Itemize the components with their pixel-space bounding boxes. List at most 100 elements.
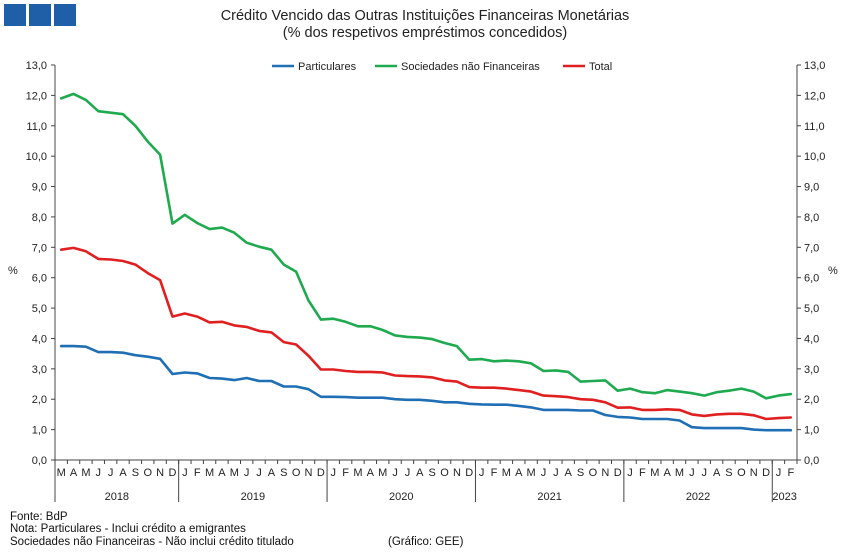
x-tick-label: F bbox=[194, 467, 201, 479]
x-tick-label: S bbox=[725, 467, 732, 479]
x-tick-label: F bbox=[342, 467, 349, 479]
x-tick-label: D bbox=[169, 467, 177, 479]
x-tick-label: A bbox=[268, 467, 276, 479]
year-label: 2022 bbox=[686, 491, 710, 503]
y-tick-label-left: 8,0 bbox=[32, 212, 47, 224]
series-line-sociedades-n-o-financeiras bbox=[59, 92, 793, 400]
legend-label: Particulares bbox=[298, 61, 357, 73]
x-tick-label: J bbox=[776, 467, 782, 479]
legend-label: Sociedades não Financeiras bbox=[401, 61, 540, 73]
x-tick-label: N bbox=[156, 467, 164, 479]
chart-title-block: Crédito Vencido das Outras Instituições … bbox=[0, 8, 850, 42]
y-tick-label-right: 4,0 bbox=[804, 333, 819, 345]
source-note: Fonte: BdP bbox=[10, 511, 68, 523]
x-tick-label: S bbox=[132, 467, 139, 479]
year-label: 2019 bbox=[241, 491, 265, 503]
x-tick-label: N bbox=[601, 467, 609, 479]
x-tick-label: J bbox=[244, 467, 250, 479]
year-label: 2020 bbox=[389, 491, 413, 503]
x-tick-label: S bbox=[280, 467, 287, 479]
y-tick-label-right: 10,0 bbox=[804, 151, 825, 163]
y-axis-label-right: % bbox=[828, 265, 838, 277]
logo-square-icon bbox=[54, 4, 76, 26]
y-tick-label-right: 0,0 bbox=[804, 455, 819, 467]
y-tick-label-left: 4,0 bbox=[32, 333, 47, 345]
y-tick-label-left: 3,0 bbox=[32, 364, 47, 376]
x-tick-label: A bbox=[70, 467, 78, 479]
y-tick-label-right: 1,0 bbox=[804, 425, 819, 437]
year-label: 2021 bbox=[537, 491, 561, 503]
y-tick-label-left: 12,0 bbox=[26, 90, 47, 102]
x-tick-label: M bbox=[205, 467, 214, 479]
x-tick-label: M bbox=[57, 467, 66, 479]
x-tick-label: N bbox=[750, 467, 758, 479]
x-tick-label: J bbox=[405, 467, 411, 479]
x-tick-label: O bbox=[589, 467, 598, 479]
y-tick-label-left: 1,0 bbox=[32, 425, 47, 437]
chart-subtitle: (% dos respetivos empréstimos concedidos… bbox=[282, 25, 568, 41]
x-tick-label: J bbox=[689, 467, 695, 479]
x-tick-label: J bbox=[331, 467, 337, 479]
y-tick-label-left: 5,0 bbox=[32, 303, 47, 315]
x-tick-label: J bbox=[479, 467, 485, 479]
x-tick-label: A bbox=[119, 467, 127, 479]
x-tick-label: M bbox=[353, 467, 362, 479]
x-tick-label: J bbox=[553, 467, 559, 479]
x-tick-label: J bbox=[96, 467, 102, 479]
x-tick-label: D bbox=[317, 467, 325, 479]
y-tick-label-right: 13,0 bbox=[804, 60, 825, 72]
chart-credit: (Gráfico: GEE) bbox=[388, 536, 464, 548]
x-tick-label: J bbox=[541, 467, 547, 479]
y-tick-label-right: 9,0 bbox=[804, 182, 819, 194]
x-tick-label: O bbox=[737, 467, 746, 479]
x-tick-label: A bbox=[515, 467, 523, 479]
y-tick-label-right: 5,0 bbox=[804, 303, 819, 315]
y-tick-label-left: 10,0 bbox=[26, 151, 47, 163]
x-tick-label: F bbox=[639, 467, 646, 479]
series-line-particulares bbox=[59, 344, 793, 432]
y-tick-label-right: 7,0 bbox=[804, 242, 819, 254]
x-tick-label: N bbox=[305, 467, 313, 479]
x-tick-label: J bbox=[108, 467, 114, 479]
x-tick-label: J bbox=[627, 467, 633, 479]
x-tick-label: O bbox=[292, 467, 301, 479]
footnote-sociedades: Sociedades não Financeiras - Não inclui … bbox=[10, 536, 294, 548]
x-tick-label: S bbox=[577, 467, 584, 479]
x-tick-label: A bbox=[565, 467, 573, 479]
x-tick-label: J bbox=[256, 467, 262, 479]
x-tick-label: F bbox=[491, 467, 498, 479]
x-tick-label: M bbox=[527, 467, 536, 479]
y-tick-label-right: 6,0 bbox=[804, 273, 819, 285]
y-tick-label-left: 2,0 bbox=[32, 394, 47, 406]
x-tick-label: A bbox=[663, 467, 671, 479]
x-tick-label: M bbox=[378, 467, 387, 479]
y-tick-label-left: 6,0 bbox=[32, 273, 47, 285]
x-tick-label: O bbox=[143, 467, 152, 479]
x-tick-label: D bbox=[614, 467, 622, 479]
year-label: 2018 bbox=[105, 491, 129, 503]
footnote-particulares: Nota: Particulares - Inclui crédito a em… bbox=[10, 523, 246, 535]
x-tick-label: M bbox=[502, 467, 511, 479]
y-tick-label-right: 8,0 bbox=[804, 212, 819, 224]
x-tick-label: O bbox=[440, 467, 449, 479]
y-tick-label-right: 2,0 bbox=[804, 394, 819, 406]
y-tick-label-left: 11,0 bbox=[26, 121, 47, 133]
x-tick-label: D bbox=[762, 467, 770, 479]
logo-square-icon bbox=[4, 4, 26, 26]
y-tick-label-right: 12,0 bbox=[804, 90, 825, 102]
x-tick-label: J bbox=[702, 467, 708, 479]
series-line-total bbox=[59, 246, 793, 421]
chart-title: Crédito Vencido das Outras Instituições … bbox=[220, 8, 630, 24]
legend-label: Total bbox=[589, 61, 612, 73]
x-tick-label: F bbox=[787, 467, 794, 479]
x-tick-label: M bbox=[230, 467, 239, 479]
y-tick-label-left: 13,0 bbox=[26, 60, 47, 72]
x-tick-label: S bbox=[429, 467, 436, 479]
x-tick-label: A bbox=[218, 467, 226, 479]
logo-square-icon bbox=[29, 4, 51, 26]
x-tick-label: A bbox=[713, 467, 721, 479]
x-tick-label: M bbox=[81, 467, 90, 479]
y-tick-label-right: 3,0 bbox=[804, 364, 819, 376]
y-tick-label-left: 0,0 bbox=[32, 455, 47, 467]
